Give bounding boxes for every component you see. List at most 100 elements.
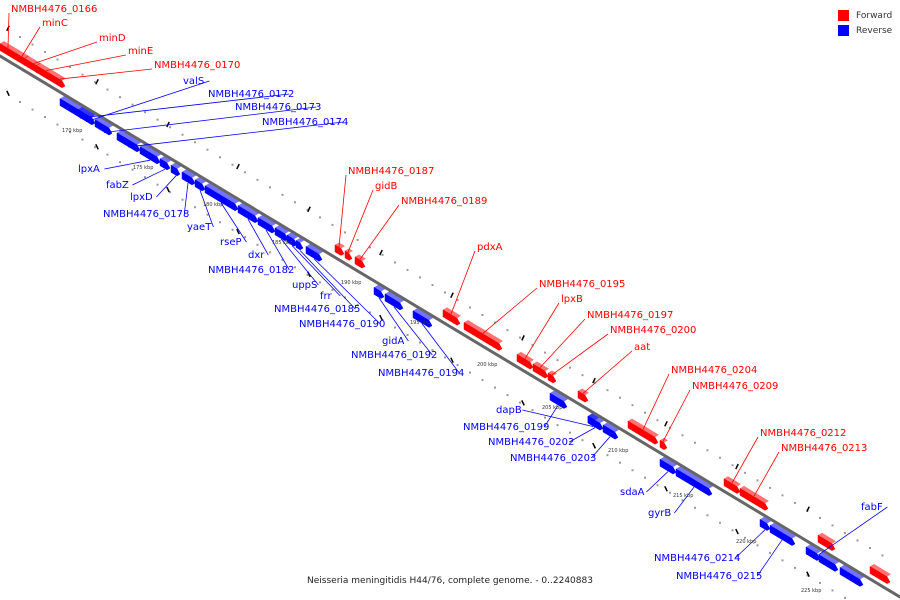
tick-dot: [406, 333, 409, 336]
gene-feature: [659, 439, 668, 450]
gene-leader-line: [359, 204, 400, 260]
gene-leader-line: [59, 68, 153, 80]
gene-feature: [334, 244, 345, 256]
gene-feature: [759, 518, 771, 531]
gene-feature: [587, 415, 604, 431]
gene-feature-bevel: [550, 390, 568, 402]
tick-dot: [44, 116, 46, 119]
gene-feature-bevel: [306, 244, 323, 255]
gene-feature-bevel: [140, 144, 161, 157]
gene-feature: [805, 546, 821, 561]
tick-dot: [31, 43, 34, 46]
tick-dot: [744, 471, 746, 474]
tick-dot: [856, 539, 859, 542]
gene-feature-bevel: [443, 307, 461, 319]
gene-label: NMBH4476_0192: [351, 350, 437, 361]
gene-leader-line: [247, 218, 269, 256]
gene-leader-line: [378, 297, 409, 342]
tick-dot: [494, 386, 496, 389]
gene-leader-line: [450, 250, 476, 315]
gene-feature-bevel: [840, 565, 864, 580]
tick-dot: [731, 464, 734, 467]
major-tick: [236, 163, 240, 170]
gene-label: uppS: [292, 280, 317, 291]
gene-leader-line: [183, 182, 189, 215]
tick-dot: [406, 268, 409, 271]
tick-dot: [269, 251, 271, 254]
gene-leader-line: [582, 350, 633, 394]
gene-leader-line: [347, 189, 374, 253]
gene-label: rseP: [220, 237, 242, 248]
gene-label: yaeT: [187, 222, 212, 233]
gene-feature-bevel: [676, 466, 713, 489]
gene-feature: [344, 250, 353, 261]
major-tick: [664, 486, 668, 492]
gene-feature-bevel: [770, 522, 796, 539]
gene-feature-bevel: [517, 351, 534, 363]
major-tick: [592, 377, 596, 384]
tick-dot: [381, 318, 384, 321]
scale-label: 190 kbp: [341, 280, 361, 286]
gene-feature-bevel: [95, 117, 113, 129]
gene-leader-line: [642, 373, 670, 430]
gene-label: lpxA: [78, 164, 100, 175]
scale-label: 220 kbp: [736, 539, 756, 545]
gene-label: NMBH4476_0190: [299, 319, 385, 330]
gene-leader-line: [731, 436, 759, 484]
scale-label: 215 kbp: [673, 493, 693, 499]
tick-dot: [94, 146, 96, 149]
tick-dot: [294, 266, 296, 269]
tick-dot: [319, 216, 321, 219]
tick-dot: [431, 348, 434, 351]
tick-dot: [581, 439, 584, 442]
gene-feature: [627, 420, 659, 445]
tick-dot: [681, 499, 684, 502]
gene-feature-bevel: [160, 156, 171, 163]
tick-dot: [244, 236, 246, 239]
tick-dot: [69, 66, 71, 69]
gene-leader-line: [127, 121, 344, 148]
gene-leader-line: [199, 190, 214, 228]
tick-dot: [369, 246, 371, 249]
major-tick: [166, 186, 170, 193]
tick-dot: [181, 198, 184, 201]
gene-label: NMBH4476_0204: [671, 365, 757, 376]
gene-feature: [204, 185, 239, 212]
major-tick: [735, 463, 739, 470]
gene-feature: [139, 146, 161, 165]
gene-label: frr: [320, 291, 332, 302]
gene-leader-line: [45, 54, 127, 72]
tick-dot: [831, 589, 834, 592]
tick-dot: [19, 101, 21, 104]
gene-feature-bevel: [296, 238, 304, 243]
major-tick: [592, 442, 596, 449]
tick-dot: [844, 531, 846, 534]
gene-feature: [577, 390, 589, 403]
gene-feature-bevel: [345, 248, 353, 254]
gene-label: fabZ: [106, 180, 129, 191]
gene-leader-line: [156, 175, 177, 198]
gene-feature: [532, 363, 549, 379]
tick-dot: [106, 153, 109, 156]
major-tick: [806, 571, 810, 578]
tick-dot: [669, 491, 671, 494]
scale-label: 175 kbp: [133, 165, 153, 171]
tick-dot: [694, 506, 696, 509]
tick-dot: [519, 336, 521, 339]
tick-dot: [144, 176, 146, 179]
gene-feature: [818, 554, 839, 572]
scale-label: 225 kbp: [801, 588, 821, 594]
gene-label: NMBH4476_0194: [378, 368, 464, 379]
gene-feature: [46, 71, 66, 89]
tick-dot: [644, 411, 646, 414]
tick-dot: [131, 103, 134, 106]
major-tick: [95, 78, 99, 85]
gene-feature: [116, 132, 141, 153]
gene-feature: [412, 310, 433, 328]
tick-dot: [194, 206, 196, 209]
gene-feature-bevel: [374, 284, 385, 292]
gene-label: NMBH4476_0174: [262, 117, 348, 128]
gene-label: gyrB: [648, 508, 671, 519]
gene-label: NMBH4476_0185: [274, 304, 360, 315]
gene-feature: [170, 164, 181, 177]
